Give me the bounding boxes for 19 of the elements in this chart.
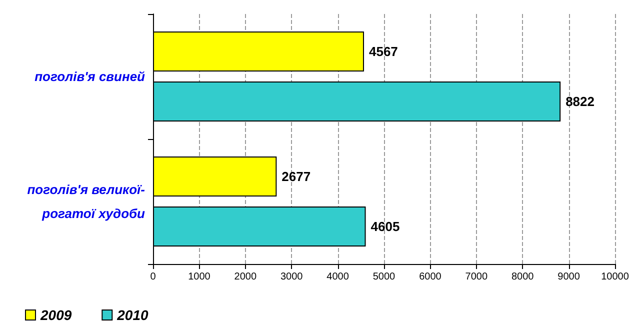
x-tick-label: 2000 <box>234 272 257 282</box>
x-tick-label: 10000 <box>601 272 630 282</box>
x-tick-label: 5000 <box>372 272 396 282</box>
x-tick-label: 0 <box>150 272 156 282</box>
x-tick-label: 3000 <box>280 272 304 282</box>
legend-label: 2009 <box>40 307 72 323</box>
x-tick-label: 1000 <box>188 272 211 282</box>
x-tick-label: 8000 <box>511 272 534 282</box>
data-label: 4567 <box>368 44 398 59</box>
data-label: 4605 <box>370 219 400 234</box>
x-tick-label: 9000 <box>558 272 580 282</box>
data-label: 8822 <box>566 94 594 109</box>
data-label: 2677 <box>282 169 311 184</box>
legend-label: 2010 <box>116 307 149 323</box>
x-tick-label: 4000 <box>326 272 350 282</box>
y-tick-label: поголів'я великої-рогатої худоби <box>27 182 146 221</box>
x-tick-label: 6000 <box>419 272 442 282</box>
y-tick-label: поголів'я свиней <box>34 69 146 84</box>
x-tick-label: 7000 <box>465 272 488 282</box>
